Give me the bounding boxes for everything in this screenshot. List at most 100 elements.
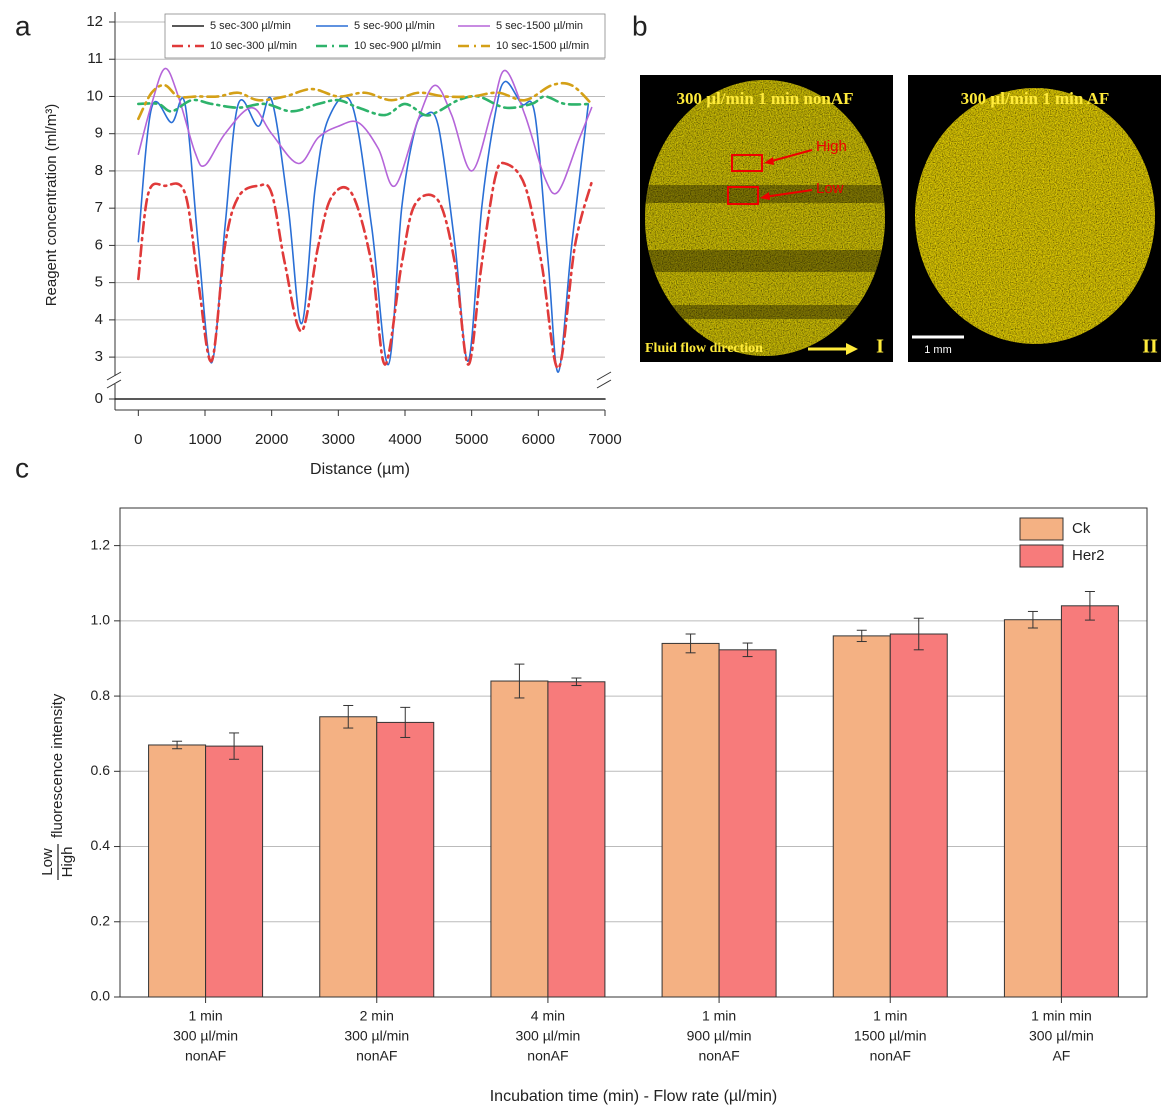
x-tick-label: 4 min (531, 1008, 565, 1024)
axis-break (596, 371, 612, 381)
bar (148, 744, 207, 998)
x-tick-label: nonAF (870, 1048, 911, 1064)
panel-label: c (15, 452, 29, 483)
y-tick-label: 9 (95, 125, 103, 142)
bar (376, 721, 435, 998)
legend-label: 10 sec-1500 µl/min (496, 40, 589, 52)
y-tick-label: 0.6 (91, 762, 111, 778)
y-tick-label: 1.2 (91, 536, 111, 552)
error-bar (1084, 591, 1095, 621)
y-tick-label: 10 (86, 87, 103, 104)
region-label: Low (816, 180, 844, 197)
line-series (137, 81, 593, 121)
error-bar (685, 633, 696, 654)
error-bar (229, 732, 240, 760)
x-tick-label: 1 min (188, 1008, 222, 1024)
error-bar (514, 663, 525, 699)
legend-label: Ck (1072, 520, 1091, 537)
y-axis-label: Reagent concentration (ml/m³) (43, 104, 60, 307)
legend-label: 5 sec-300 µl/min (210, 20, 291, 32)
y-tick-label: 0.4 (91, 837, 111, 853)
y-tick-label: 6 (95, 236, 103, 253)
x-tick-label: nonAF (356, 1048, 397, 1064)
bar (547, 681, 606, 998)
x-tick-label: 1 min (702, 1008, 736, 1024)
bar (889, 633, 948, 998)
error-bar (1027, 610, 1038, 629)
image-left: 300 µl/min 1 min nonAF High Low Fluid fl… (640, 75, 893, 362)
legend-label: 5 sec-1500 µl/min (496, 20, 583, 32)
y-tick-label: 12 (86, 13, 103, 30)
x-tick-label: 3000 (322, 431, 355, 448)
image-title: 300 µl/min 1 min nonAF (677, 89, 854, 108)
error-bar (913, 617, 924, 651)
bar (319, 716, 378, 998)
error-bar (343, 704, 354, 729)
legend-label: 10 sec-300 µl/min (210, 40, 297, 52)
bar (205, 745, 264, 998)
scale-bar-label: 1 mm (924, 344, 952, 356)
y-tick-label: 4 (95, 311, 103, 328)
x-tick-label: 2000 (255, 431, 288, 448)
x-tick-label: 0 (134, 431, 142, 448)
x-axis-label: Incubation time (min) - Flow rate (µl/mi… (490, 1088, 778, 1105)
y-tick-label: 0.2 (91, 912, 111, 928)
error-bar (856, 629, 867, 643)
line-series (137, 94, 593, 117)
image-caption: Fluid flow direction (645, 341, 763, 356)
bar (832, 635, 891, 998)
axis-break (596, 379, 612, 389)
legend-label: Her2 (1072, 547, 1105, 564)
x-axis-label: Distance (µm) (310, 461, 410, 478)
x-tick-label: 300 µl/min (344, 1028, 409, 1044)
x-tick-label: 5000 (455, 431, 488, 448)
line-series (137, 67, 593, 195)
x-tick-label: 300 µl/min (173, 1028, 238, 1044)
x-tick-label: 1000 (188, 431, 221, 448)
bar (1060, 605, 1119, 998)
image-right: 300 µl/min 1 min AF 1 mm II (908, 75, 1161, 362)
x-tick-label: 1 min (873, 1008, 907, 1024)
y-axis-label-text: fluorescence intensity (49, 693, 66, 838)
panel-label: b (632, 10, 648, 41)
y-tick-label: 1.0 (91, 612, 111, 628)
y-tick-label: 7 (95, 199, 103, 216)
x-tick-label: 300 µl/min (1029, 1028, 1094, 1044)
x-tick-label: 6000 (522, 431, 555, 448)
image-numeral: I (876, 336, 884, 358)
bar (718, 649, 777, 998)
x-tick-label: nonAF (527, 1048, 568, 1064)
y-axis-label-denominator: High (59, 847, 76, 878)
axis-break (107, 376, 123, 384)
x-tick-label: 1 min min (1031, 1008, 1092, 1024)
plot-frame (119, 507, 1148, 998)
y-axis-label: Low High fluorescence intensity (39, 693, 76, 880)
axis-break (106, 379, 122, 389)
error-bar (172, 740, 183, 750)
y-tick-label: 11 (87, 50, 103, 67)
error-bar (742, 642, 753, 658)
x-tick-label: 7000 (588, 431, 621, 448)
legend-swatch (1019, 517, 1064, 541)
axis-break (106, 371, 122, 381)
y-tick-label: 0.0 (91, 988, 111, 1004)
x-tick-label: 1500 µl/min (854, 1028, 927, 1044)
y-tick-label: 3 (95, 348, 103, 365)
x-tick-label: 900 µl/min (687, 1028, 752, 1044)
y-tick-label: 8 (95, 162, 103, 179)
x-tick-label: 4000 (388, 431, 421, 448)
line-series (137, 161, 593, 370)
bar (490, 680, 549, 998)
x-tick-label: nonAF (698, 1048, 739, 1064)
legend-swatch (1019, 544, 1064, 568)
image-numeral: II (1142, 336, 1158, 358)
y-tick-label: 0.8 (91, 687, 111, 703)
y-tick-label: 5 (95, 274, 103, 291)
x-tick-label: AF (1052, 1048, 1070, 1064)
legend-label: 10 sec-900 µl/min (354, 40, 441, 52)
y-axis-label-numerator: Low (39, 848, 56, 876)
error-bar (571, 677, 582, 687)
bar (661, 642, 720, 998)
